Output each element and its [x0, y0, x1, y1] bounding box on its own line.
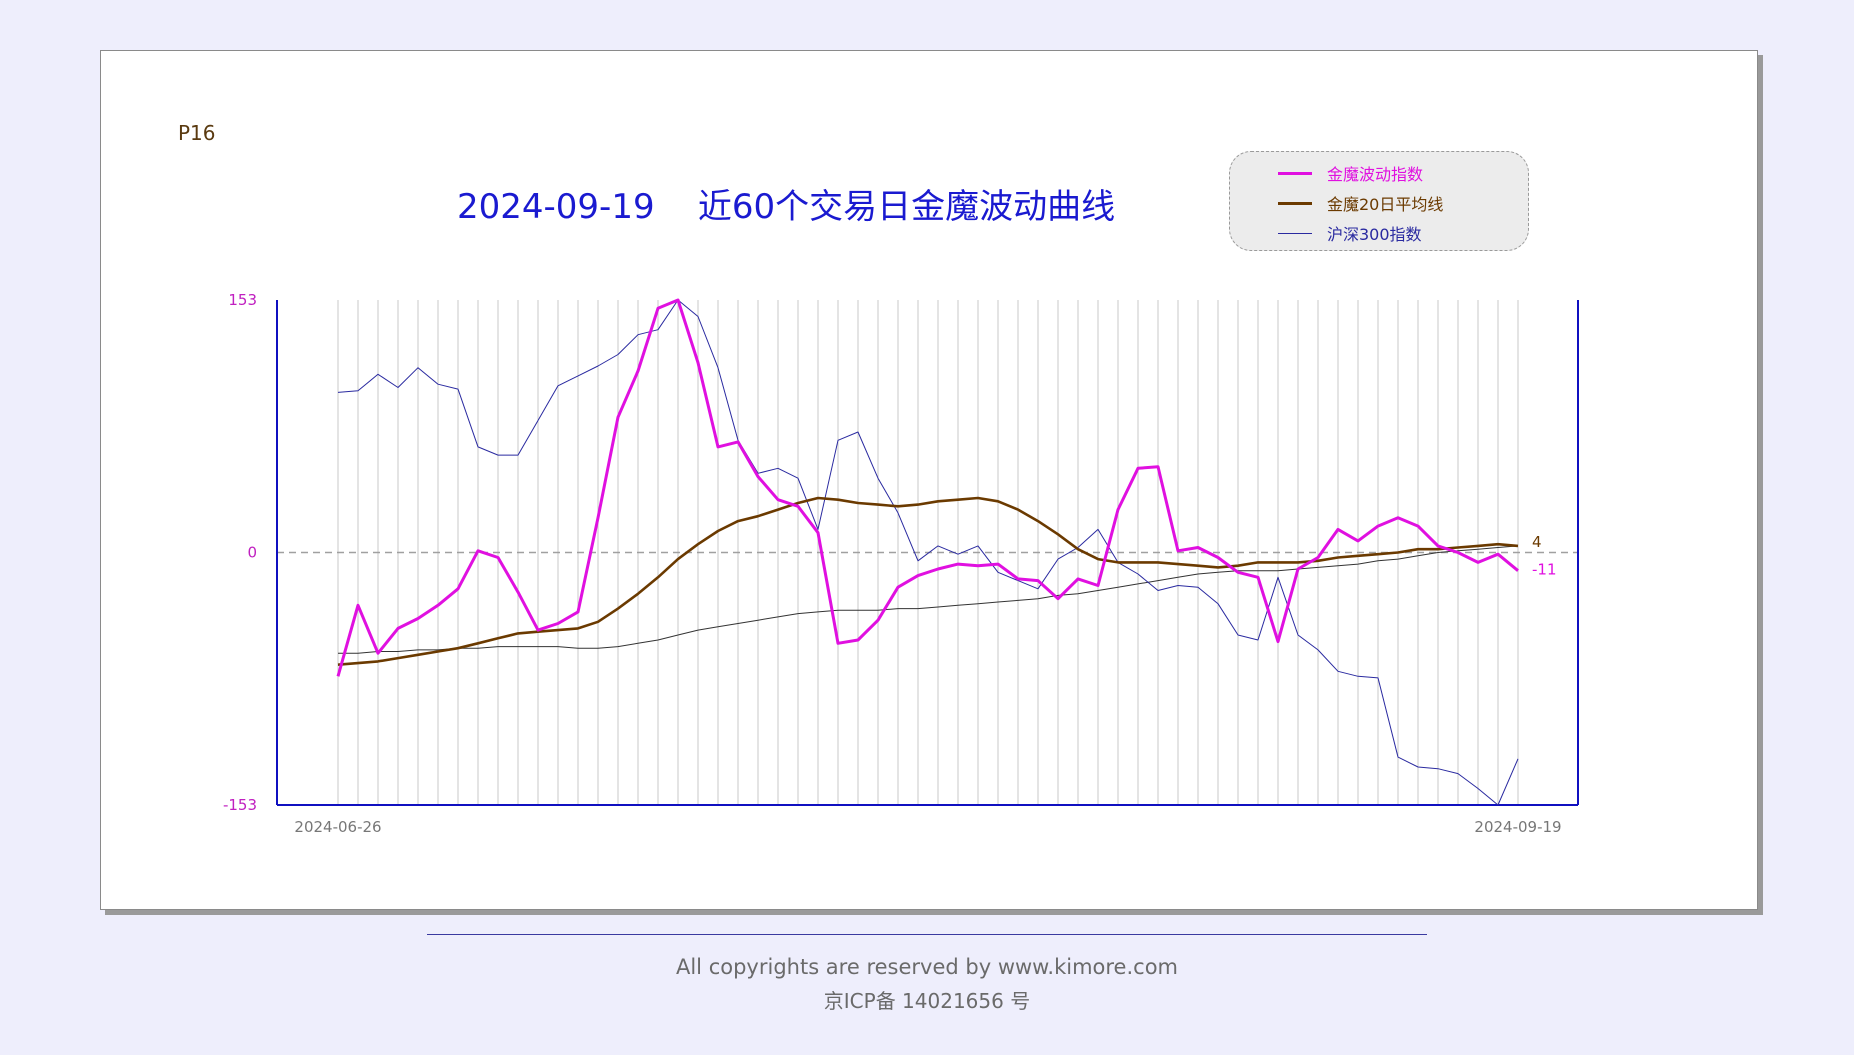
chart-plot: 153 0 -153 2024-06-26 2024-09-19 4 -11: [223, 291, 1579, 836]
series-line-long_ma: [338, 545, 1519, 654]
y-tick-label: 153: [228, 291, 257, 309]
end-label-ma20: 4: [1532, 533, 1542, 551]
series-line-ma20: [337, 496, 1519, 666]
end-label-jinmo: -11: [1532, 561, 1557, 579]
copyright-text: All copyrights are reserved by www.kimor…: [675, 955, 1179, 979]
y-tick-label: -153: [223, 796, 257, 814]
legend-item-ma20: 金魔20日平均线: [1278, 192, 1443, 214]
legend-label-ma20: 金魔20日平均线: [1327, 195, 1444, 214]
legend-swatch-ma20: [1278, 201, 1312, 205]
page-code: P16: [178, 121, 216, 145]
legend-label-hs300: 沪深300指数: [1327, 225, 1422, 244]
chart-legend: 金魔波动指数 金魔20日平均线 沪深300指数: [1229, 151, 1529, 251]
icp-text: 京ICP备 14021656 号: [823, 989, 1031, 1013]
legend-swatch-jinmo: [1278, 171, 1312, 175]
y-tick-label: 0: [247, 544, 257, 562]
legend-swatch-hs300: [1278, 232, 1312, 234]
chart-panel: P16 2024-09-19 近60个交易日金魔波动曲线 153 0 -153 202…: [100, 50, 1758, 910]
series-line-jinmo: [336, 298, 1519, 677]
footer-divider: [427, 934, 1427, 935]
x-tick-label: 2024-06-26: [294, 818, 381, 836]
legend-item-hs300: 沪深300指数: [1278, 222, 1422, 244]
chart-title: 2024-09-19 近60个交易日金魔波动曲线: [457, 187, 1116, 227]
legend-label-jinmo: 金魔波动指数: [1327, 165, 1424, 184]
legend-item-jinmo: 金魔波动指数: [1278, 162, 1423, 184]
series-line-hs300: [337, 299, 1519, 806]
x-tick-label: 2024-09-19: [1474, 818, 1561, 836]
